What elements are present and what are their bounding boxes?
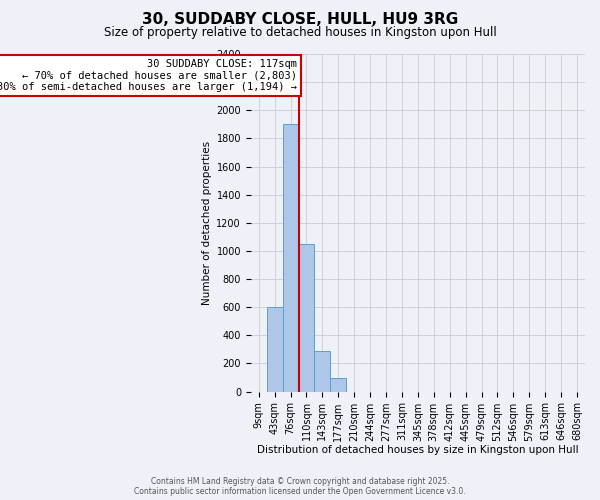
Text: 30, SUDDABY CLOSE, HULL, HU9 3RG: 30, SUDDABY CLOSE, HULL, HU9 3RG — [142, 12, 458, 28]
Text: Contains HM Land Registry data © Crown copyright and database right 2025.
Contai: Contains HM Land Registry data © Crown c… — [134, 476, 466, 496]
Bar — [314, 351, 331, 392]
Text: Size of property relative to detached houses in Kingston upon Hull: Size of property relative to detached ho… — [104, 26, 496, 39]
Bar — [331, 378, 346, 392]
X-axis label: Distribution of detached houses by size in Kingston upon Hull: Distribution of detached houses by size … — [257, 445, 579, 455]
Y-axis label: Number of detached properties: Number of detached properties — [202, 140, 212, 305]
Bar — [283, 124, 299, 392]
Bar — [267, 307, 283, 392]
Bar — [299, 244, 314, 392]
Text: 30 SUDDABY CLOSE: 117sqm
← 70% of detached houses are smaller (2,803)
30% of sem: 30 SUDDABY CLOSE: 117sqm ← 70% of detach… — [0, 59, 297, 92]
